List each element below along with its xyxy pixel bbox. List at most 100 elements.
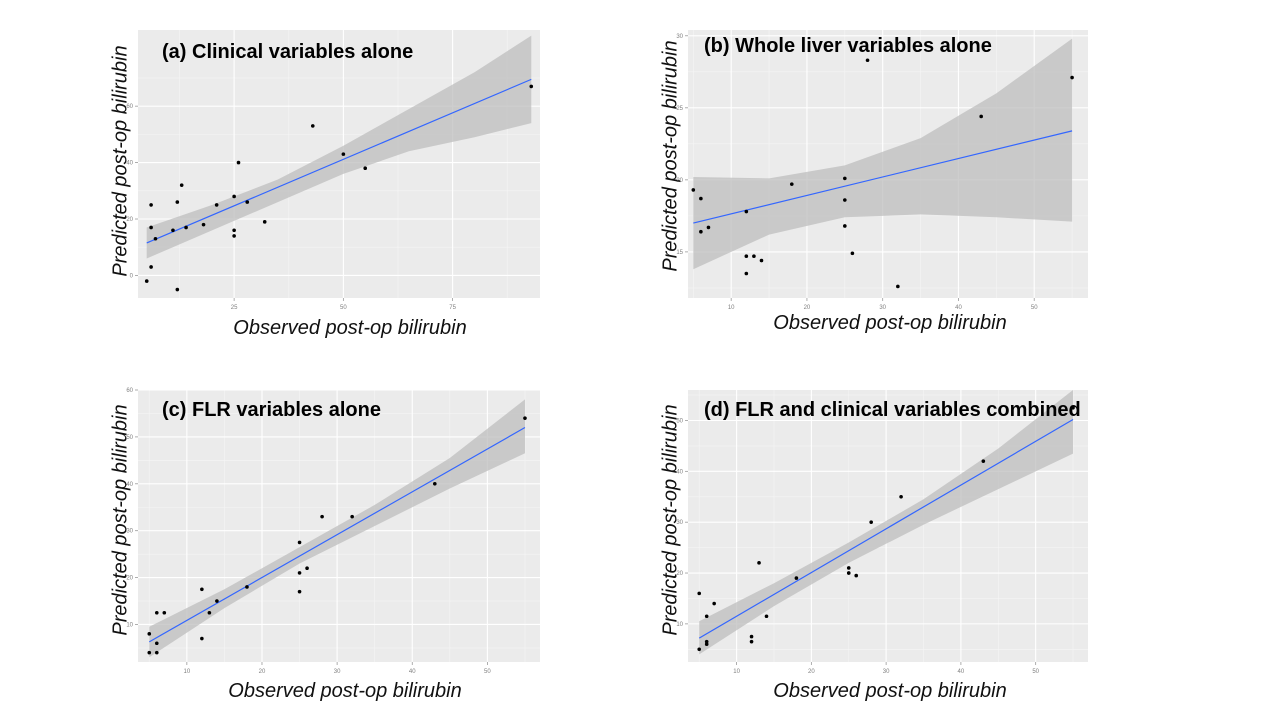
x-tick-label: 20: [804, 305, 811, 311]
data-point: [245, 585, 249, 589]
x-tick-label: 40: [955, 305, 962, 311]
data-point: [704, 642, 709, 647]
data-point: [869, 520, 873, 524]
data-point: [245, 200, 250, 204]
x-tick-label: 40: [409, 669, 416, 675]
data-point: [433, 481, 437, 486]
data-point: [153, 236, 158, 241]
data-point: [691, 188, 696, 192]
data-point: [214, 203, 219, 207]
y-tick-label: 10: [676, 622, 683, 628]
data-point: [305, 566, 309, 571]
data-point: [757, 561, 761, 565]
y-tick-label: 20: [126, 217, 133, 223]
data-point: [171, 228, 175, 233]
data-point: [794, 576, 799, 580]
data-point: [764, 614, 769, 619]
data-point: [846, 566, 851, 570]
data-point: [1070, 75, 1074, 80]
data-point: [981, 459, 986, 463]
data-point: [529, 84, 534, 89]
y-tick-label: 30: [676, 34, 683, 40]
x-tick-label: 40: [958, 669, 965, 675]
data-point: [232, 228, 236, 233]
data-point: [850, 251, 855, 256]
data-point: [154, 650, 159, 655]
x-tick-label: 30: [883, 669, 890, 675]
regression-line: [148, 426, 526, 643]
data-point: [712, 601, 716, 606]
y-tick-label: 30: [676, 520, 683, 526]
data-point: [310, 124, 315, 128]
y-tick-label: 50: [126, 435, 133, 441]
data-point: [200, 636, 204, 641]
x-axis-label-a: Observed post-op bilirubin: [233, 317, 467, 339]
data-point: [899, 494, 903, 499]
y-tick-label: 20: [676, 178, 683, 184]
x-tick-label: 50: [1031, 305, 1038, 311]
x-tick-label: 75: [449, 305, 456, 311]
regression-line: [698, 418, 1074, 639]
x-tick-label: 10: [183, 669, 190, 675]
y-tick-label: 30: [126, 529, 133, 535]
data-point: [706, 225, 711, 230]
data-point: [207, 610, 212, 615]
data-point: [759, 258, 764, 263]
y-tick-label: 60: [126, 104, 133, 110]
y-tick-label: 60: [126, 388, 133, 394]
data-point: [846, 571, 851, 575]
data-point: [697, 647, 702, 652]
data-point: [149, 225, 153, 230]
data-point: [843, 224, 847, 228]
data-point: [149, 265, 153, 269]
chart-title-b: (b) Whole liver variables alone: [704, 35, 992, 57]
data-point: [749, 639, 754, 644]
x-tick-label: 50: [1032, 669, 1039, 675]
x-tick-label: 25: [231, 305, 238, 311]
chart-title-a: (a) Clinical variables alone: [162, 41, 414, 63]
y-tick-label: 20: [676, 571, 683, 577]
data-point: [215, 599, 219, 603]
data-point: [523, 416, 527, 420]
data-point: [149, 203, 153, 207]
data-point: [744, 254, 749, 259]
data-point: [184, 225, 188, 230]
data-point: [350, 514, 354, 519]
data-point: [297, 589, 302, 594]
data-point: [147, 650, 152, 655]
data-point: [843, 198, 847, 202]
data-point: [744, 271, 749, 276]
y-tick-label: 50: [676, 419, 683, 425]
data-point: [232, 194, 236, 199]
x-axis-label-d: Observed post-op bilirubin: [773, 680, 1007, 702]
data-point: [162, 610, 167, 615]
y-tick-label: 15: [676, 250, 683, 256]
x-tick-label: 10: [733, 669, 740, 675]
data-point: [843, 176, 847, 181]
data-point: [744, 209, 749, 214]
confidence-ribbon: [149, 399, 526, 658]
regression-line: [146, 78, 532, 244]
data-point: [697, 591, 702, 596]
confidence-ribbon: [693, 38, 1073, 270]
x-tick-label: 30: [879, 305, 886, 311]
x-tick-label: 20: [808, 669, 815, 675]
data-point: [297, 540, 302, 545]
data-point: [262, 220, 267, 224]
data-point: [200, 587, 204, 592]
chart-title-d: (d) FLR and clinical variables combined: [704, 399, 1081, 421]
data-point: [854, 573, 859, 578]
x-tick-label: 50: [484, 669, 491, 675]
data-point: [320, 514, 324, 519]
data-point: [147, 632, 152, 636]
data-point: [896, 284, 900, 289]
data-point: [175, 200, 180, 204]
data-point: [752, 254, 756, 259]
x-axis-label-b: Observed post-op bilirubin: [773, 312, 1007, 334]
data-point: [704, 614, 709, 619]
data-point: [179, 183, 184, 187]
data-point: [232, 234, 236, 238]
y-tick-label: 40: [676, 469, 683, 475]
data-point: [201, 222, 206, 227]
